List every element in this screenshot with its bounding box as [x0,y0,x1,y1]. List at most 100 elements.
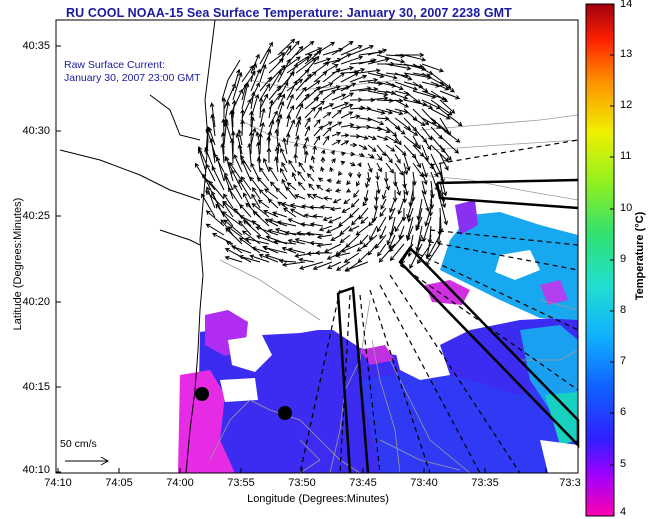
current-vector [340,45,363,56]
current-vector [388,234,396,250]
current-vector [293,153,299,164]
current-vector [357,252,369,264]
current-vector [326,261,342,269]
current-vector [430,90,448,103]
current-vector [395,52,425,58]
current-vector [275,187,288,200]
current-vector [286,104,295,119]
current-vector [328,216,342,224]
current-vector [340,140,350,146]
current-vector [389,243,405,262]
current-vector [222,200,243,218]
current-vector [385,162,395,174]
current-vector [427,234,441,259]
x-tick-label: 74:00 [166,477,194,489]
current-vector [358,77,379,83]
current-vector [268,58,284,74]
current-vector [258,253,279,263]
current-vector [358,106,372,112]
colorbar-ticks [610,54,614,466]
current-vector [403,135,418,147]
current-vector [306,193,315,200]
current-annotation-label: Raw Surface Current: [64,59,165,71]
current-vector [240,154,252,173]
current-vector [331,93,347,101]
current-vector [349,67,366,74]
current-vector [356,180,361,187]
x-tick-label: 73:50 [288,477,316,489]
current-vector [336,261,351,271]
current-vector [412,108,430,126]
current-vector [322,135,330,146]
current-vector [326,225,342,234]
current-vector [349,161,356,167]
current-vector [309,240,324,246]
current-vector [373,198,379,211]
current-vector [339,225,351,236]
scale-arrow [65,456,110,466]
current-vector [320,149,326,155]
current-vector [335,252,351,258]
current-vector [232,71,243,101]
current-vector [367,162,373,173]
current-vector [277,100,285,119]
current-vector [343,252,360,263]
current-vector [397,198,405,215]
current-vector [293,141,299,155]
current-vector [304,80,321,92]
current-vector [297,181,306,191]
current-vector [231,99,237,119]
current-vector [338,216,351,227]
current-vectors [194,38,463,272]
y-tick-label: 40:30 [22,125,50,137]
current-vector [287,247,306,254]
current-vector [251,220,270,236]
current-vector [266,147,272,164]
current-vector [264,188,279,200]
current-vector [238,254,261,263]
current-vector [323,196,333,201]
current-vector [351,216,360,226]
current-vector [381,189,387,200]
current-vector [297,170,306,182]
coastline [59,20,241,473]
current-vector [358,135,369,140]
current-vector [238,179,252,200]
current-vector [439,90,461,100]
current-vector [319,204,333,210]
current-vector [313,71,328,83]
x-tick-label: 74:05 [105,477,133,489]
current-vector [224,248,252,263]
current-vector [439,99,456,114]
current-vector [344,261,369,272]
current-vector [349,114,361,120]
current-vector [257,199,270,209]
current-vector [249,254,270,263]
current-vector [221,211,243,227]
current-vector [259,76,273,92]
colorbar-tick-label: 6 [620,406,627,418]
current-vector [379,207,387,218]
current-vector [220,132,226,155]
current-vector [376,126,391,134]
current-vector [259,166,270,182]
current-vector [340,92,355,101]
current-vector [296,231,315,236]
current-vector [308,183,315,191]
y-tick-label: 40:10 [22,464,50,476]
current-vector [304,136,309,146]
current-vector [313,118,321,128]
current-vector [277,201,288,209]
current-vector [358,152,365,157]
current-vector [240,176,252,191]
current-vector [367,72,385,79]
current-vector [283,207,297,218]
current-vector [277,81,289,101]
station-marker [278,406,292,420]
map-title: RU COOL NOAA-15 Sea Surface Temperature:… [66,6,512,20]
current-vector [211,165,225,191]
current-vector [392,171,398,187]
current-vector [305,231,324,237]
y-axis-title: Latitude (Degrees:Minutes) [12,197,24,331]
current-vector [286,93,294,110]
